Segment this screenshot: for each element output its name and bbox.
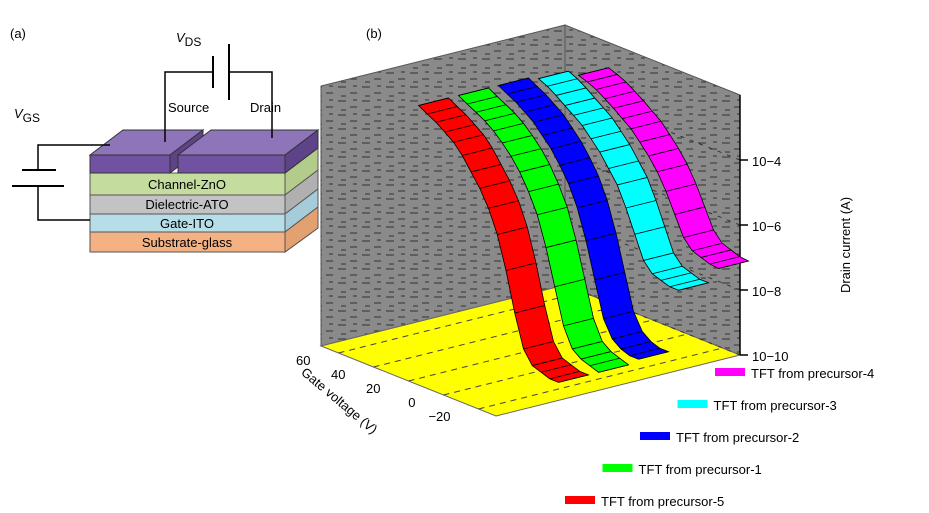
legend-swatch bbox=[565, 496, 595, 504]
x-tick-label: −20 bbox=[428, 409, 450, 424]
x-tick-label: 0 bbox=[408, 395, 415, 410]
legend-swatch bbox=[640, 432, 670, 440]
z-tick-label: 10−8 bbox=[752, 284, 781, 299]
layer-label: Dielectric-ATO bbox=[145, 197, 228, 212]
z-axis-title: Drain current (A) bbox=[838, 197, 853, 293]
z-tick-label: 10−6 bbox=[752, 219, 781, 234]
vgs-label: VGS bbox=[14, 106, 40, 125]
drain-front bbox=[178, 155, 285, 173]
vgs-subscript: GS bbox=[23, 111, 40, 125]
z-tick-label: 10−4 bbox=[752, 154, 781, 169]
x-tick-label: 20 bbox=[366, 381, 380, 396]
legend-swatch bbox=[603, 464, 633, 472]
layer-label: Substrate-glass bbox=[142, 235, 233, 250]
legend-label: TFT from precursor-5 bbox=[601, 494, 724, 509]
layer-label: Channel-ZnO bbox=[148, 177, 226, 192]
legend-swatch bbox=[715, 368, 745, 376]
vds-label: VDS bbox=[176, 30, 201, 49]
legend-swatch bbox=[678, 400, 708, 408]
source-label: Source bbox=[168, 100, 209, 115]
legend-label: TFT from precursor-3 bbox=[714, 398, 837, 413]
legend-label: TFT from precursor-4 bbox=[751, 366, 874, 381]
vds-subscript: DS bbox=[185, 35, 202, 49]
drain-label: Drain bbox=[250, 100, 281, 115]
panel-label: (b) bbox=[366, 26, 382, 41]
figure: (a) Channel-ZnO Dielectric-ATO Gate-ITO … bbox=[0, 0, 929, 513]
source-front bbox=[90, 155, 170, 173]
z-tick-label: 10−10 bbox=[752, 349, 789, 364]
layer-label: Gate-ITO bbox=[160, 216, 214, 231]
legend-label: TFT from precursor-2 bbox=[676, 430, 799, 445]
panel-label: (a) bbox=[10, 26, 26, 41]
legend-label: TFT from precursor-1 bbox=[639, 462, 762, 477]
x-tick-label: 40 bbox=[331, 367, 345, 382]
panel-a: (a) Channel-ZnO Dielectric-ATO Gate-ITO … bbox=[10, 26, 318, 252]
